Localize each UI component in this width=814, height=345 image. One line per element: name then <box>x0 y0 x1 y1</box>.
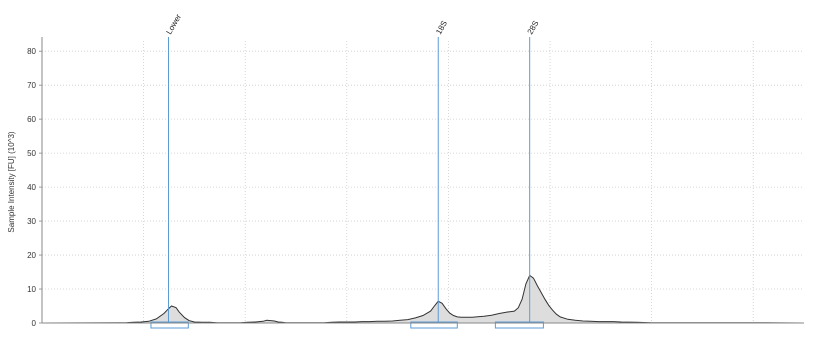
peak-markers: Lower 18S 28S <box>164 12 541 323</box>
y-tick-label: 30 <box>27 217 36 226</box>
integration-ranges <box>150 321 544 329</box>
trace-line <box>41 274 805 324</box>
y-tick-label: 0 <box>32 319 37 328</box>
grid-lines <box>42 41 804 323</box>
y-axis-ticks: 0 10 20 30 40 50 60 70 80 <box>27 47 42 328</box>
y-tick-label: 40 <box>27 183 36 192</box>
integration-range <box>494 321 544 329</box>
y-tick-label: 10 <box>27 285 36 294</box>
y-tick-label: 80 <box>27 47 36 56</box>
integration-range <box>150 321 189 329</box>
marker-label: 18S <box>434 19 449 36</box>
marker-label: 28S <box>526 19 541 36</box>
integration-range <box>410 321 458 329</box>
y-tick-label: 70 <box>27 81 36 90</box>
y-tick-label: 20 <box>27 251 36 260</box>
marker-label: Lower <box>164 12 183 36</box>
y-tick-label: 50 <box>27 149 36 158</box>
y-tick-label: 60 <box>27 115 36 124</box>
y-axis-label: Sample Intensity [FU] (10^3) <box>7 131 16 232</box>
